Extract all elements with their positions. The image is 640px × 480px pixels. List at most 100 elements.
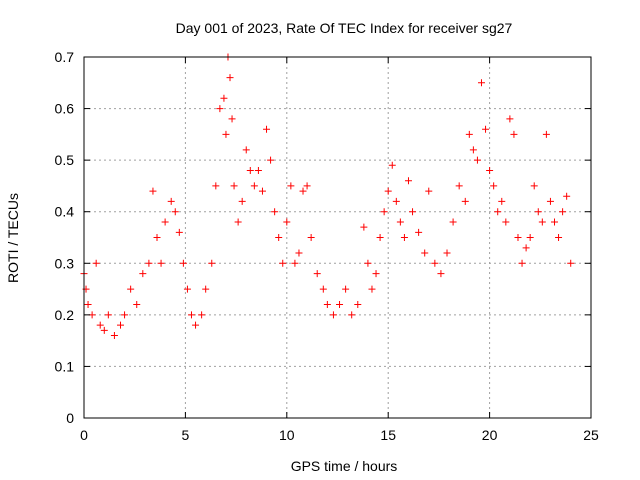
data-point <box>291 259 299 267</box>
y-tick-label: 0.5 <box>55 152 75 168</box>
data-point <box>179 259 187 267</box>
data-point <box>461 197 469 205</box>
data-point <box>149 187 157 195</box>
data-point <box>506 115 514 123</box>
data-point <box>275 234 283 241</box>
y-tick-label: 0.1 <box>55 358 75 374</box>
data-point <box>139 270 147 278</box>
data-point <box>127 285 135 293</box>
x-tick-label: 5 <box>182 427 190 443</box>
data-point <box>542 130 550 138</box>
data-point <box>364 259 372 267</box>
data-point <box>258 187 266 195</box>
data-point <box>443 249 451 257</box>
data-point <box>216 105 224 113</box>
data-point <box>319 285 327 293</box>
data-point <box>510 130 518 138</box>
data-point <box>299 187 307 195</box>
data-point <box>167 197 175 205</box>
axis-ticks: 0 5 10 15 20 25 0 0.1 0.2 0.3 0.4 0.5 0.6 0.7 <box>55 49 599 443</box>
data-point <box>153 234 161 241</box>
data-point <box>469 146 477 154</box>
data-point <box>354 301 362 309</box>
x-tick-label: 25 <box>583 427 599 443</box>
data-point <box>313 270 321 278</box>
data-point <box>388 161 396 169</box>
data-point <box>567 259 575 267</box>
data-point <box>96 321 104 329</box>
data-point <box>392 197 400 205</box>
data-point <box>222 130 230 138</box>
data-point <box>110 331 118 339</box>
data-point <box>220 94 228 102</box>
y-axis-label: ROTI / TECUs <box>5 193 21 283</box>
data-point <box>498 197 506 205</box>
x-tick-label: 0 <box>80 427 88 443</box>
data-point <box>530 182 538 190</box>
data-point <box>486 166 494 174</box>
data-point <box>563 192 571 200</box>
data-point <box>437 270 445 278</box>
data-point <box>212 182 220 190</box>
data-point <box>121 311 129 319</box>
y-tick-label: 0.6 <box>55 101 75 117</box>
data-point <box>494 208 502 216</box>
data-point <box>254 166 262 174</box>
data-point <box>175 228 183 236</box>
data-point <box>368 285 376 293</box>
data-point <box>465 130 473 138</box>
data-point <box>376 234 384 241</box>
data-point <box>287 182 295 190</box>
x-axis-label: GPS time / hours <box>291 458 398 474</box>
data-point <box>526 234 534 241</box>
data-point <box>534 208 542 216</box>
data-point <box>360 223 368 231</box>
data-point <box>555 234 563 241</box>
data-point <box>522 244 530 252</box>
data-point <box>228 115 236 123</box>
data-point <box>490 182 498 190</box>
data-point <box>230 182 238 190</box>
data-point <box>473 156 481 164</box>
data-point <box>303 182 311 190</box>
y-tick-label: 0.3 <box>55 255 75 271</box>
data-point <box>92 259 100 267</box>
y-tick-label: 0.2 <box>55 307 75 323</box>
data-point <box>550 218 558 226</box>
data-point <box>250 182 258 190</box>
chart-title: Day 001 of 2023, Rate Of TEC Index for r… <box>176 20 513 36</box>
data-point <box>336 301 344 309</box>
data-point <box>192 321 200 329</box>
data-point <box>84 301 92 309</box>
data-point <box>187 311 195 319</box>
data-point <box>425 187 433 195</box>
data-point <box>226 74 234 82</box>
data-point <box>208 259 216 267</box>
data-point <box>117 321 125 329</box>
data-point <box>482 125 490 133</box>
y-tick-label: 0.7 <box>55 49 75 65</box>
data-point <box>404 177 412 185</box>
data-point <box>242 146 250 154</box>
data-point <box>283 218 291 226</box>
data-point <box>421 249 429 257</box>
data-point <box>400 234 408 241</box>
data-point <box>271 208 279 216</box>
data-point <box>295 249 303 257</box>
data-point <box>502 218 510 226</box>
y-tick-label: 0.4 <box>55 204 75 220</box>
data-point <box>145 259 153 267</box>
data-point <box>323 301 331 309</box>
data-point <box>263 125 271 133</box>
data-point <box>538 218 546 226</box>
data-point <box>246 166 254 174</box>
data-point <box>171 208 179 216</box>
data-point <box>477 79 485 87</box>
data-point <box>202 285 210 293</box>
data-point <box>279 259 287 267</box>
data-point <box>198 311 206 319</box>
data-point <box>161 218 169 226</box>
data-point <box>546 197 554 205</box>
data-point <box>307 234 315 241</box>
